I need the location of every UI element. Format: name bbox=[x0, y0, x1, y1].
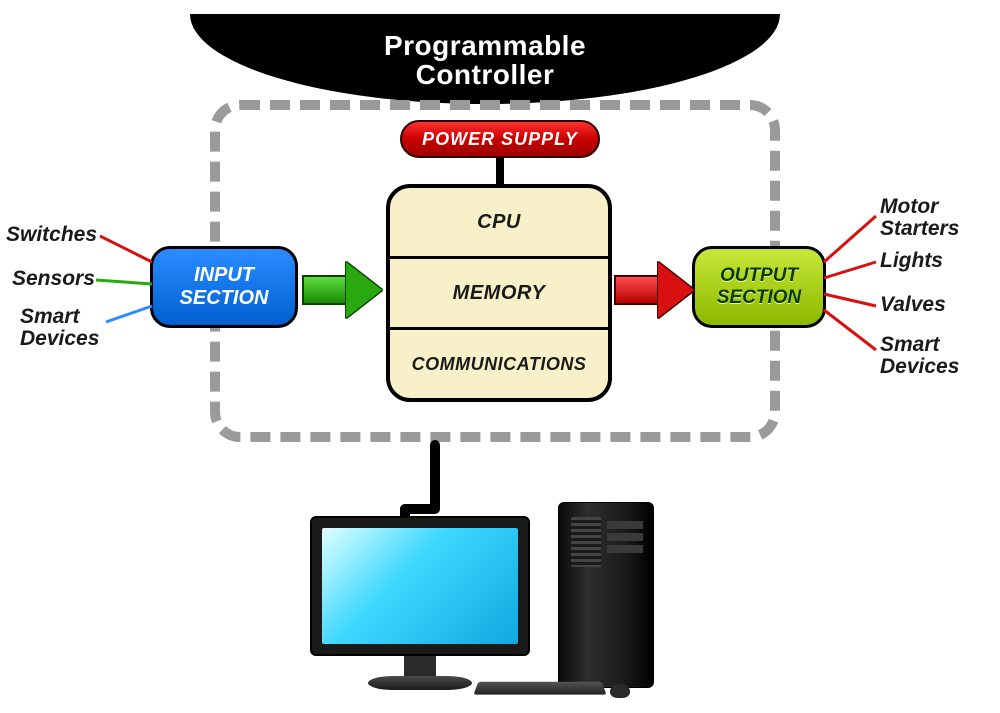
power-supply-block: POWER SUPPLY bbox=[400, 120, 600, 158]
core-block: CPU MEMORY COMMUNICATIONS bbox=[386, 184, 612, 402]
arrow-core-to-output bbox=[614, 262, 694, 318]
input-label-smart: SmartDevices bbox=[20, 306, 99, 350]
title-text: ProgrammableController bbox=[384, 28, 586, 91]
power-connector-line bbox=[496, 158, 504, 186]
monitor-icon bbox=[310, 516, 530, 656]
input-label-sensors: Sensors bbox=[12, 268, 95, 290]
input-section-label: INPUTSECTION bbox=[180, 264, 269, 310]
core-comms: COMMUNICATIONS bbox=[390, 330, 608, 398]
core-cpu: CPU bbox=[390, 188, 608, 259]
output-label-lights: Lights bbox=[880, 250, 943, 272]
monitor-base bbox=[368, 676, 472, 690]
monitor-stand bbox=[404, 656, 436, 678]
mouse-icon bbox=[610, 684, 630, 698]
output-section-label: OUTPUTSECTION bbox=[717, 265, 801, 309]
output-label-smart: SmartDevices bbox=[880, 334, 959, 378]
screen-icon bbox=[322, 528, 518, 644]
output-label-motor: MotorStarters bbox=[880, 196, 959, 240]
computer-icon bbox=[310, 500, 690, 706]
arrow-input-to-core bbox=[302, 262, 382, 318]
input-section-block: INPUTSECTION bbox=[150, 246, 298, 328]
tower-icon bbox=[558, 502, 654, 688]
keyboard-icon bbox=[473, 682, 606, 695]
title-banner: ProgrammableController bbox=[190, 14, 780, 104]
output-section-block: OUTPUTSECTION bbox=[692, 246, 826, 328]
input-label-switches: Switches bbox=[6, 224, 97, 246]
output-label-valves: Valves bbox=[880, 294, 946, 316]
power-supply-label: POWER SUPPLY bbox=[422, 129, 578, 150]
core-memory: MEMORY bbox=[390, 259, 608, 330]
